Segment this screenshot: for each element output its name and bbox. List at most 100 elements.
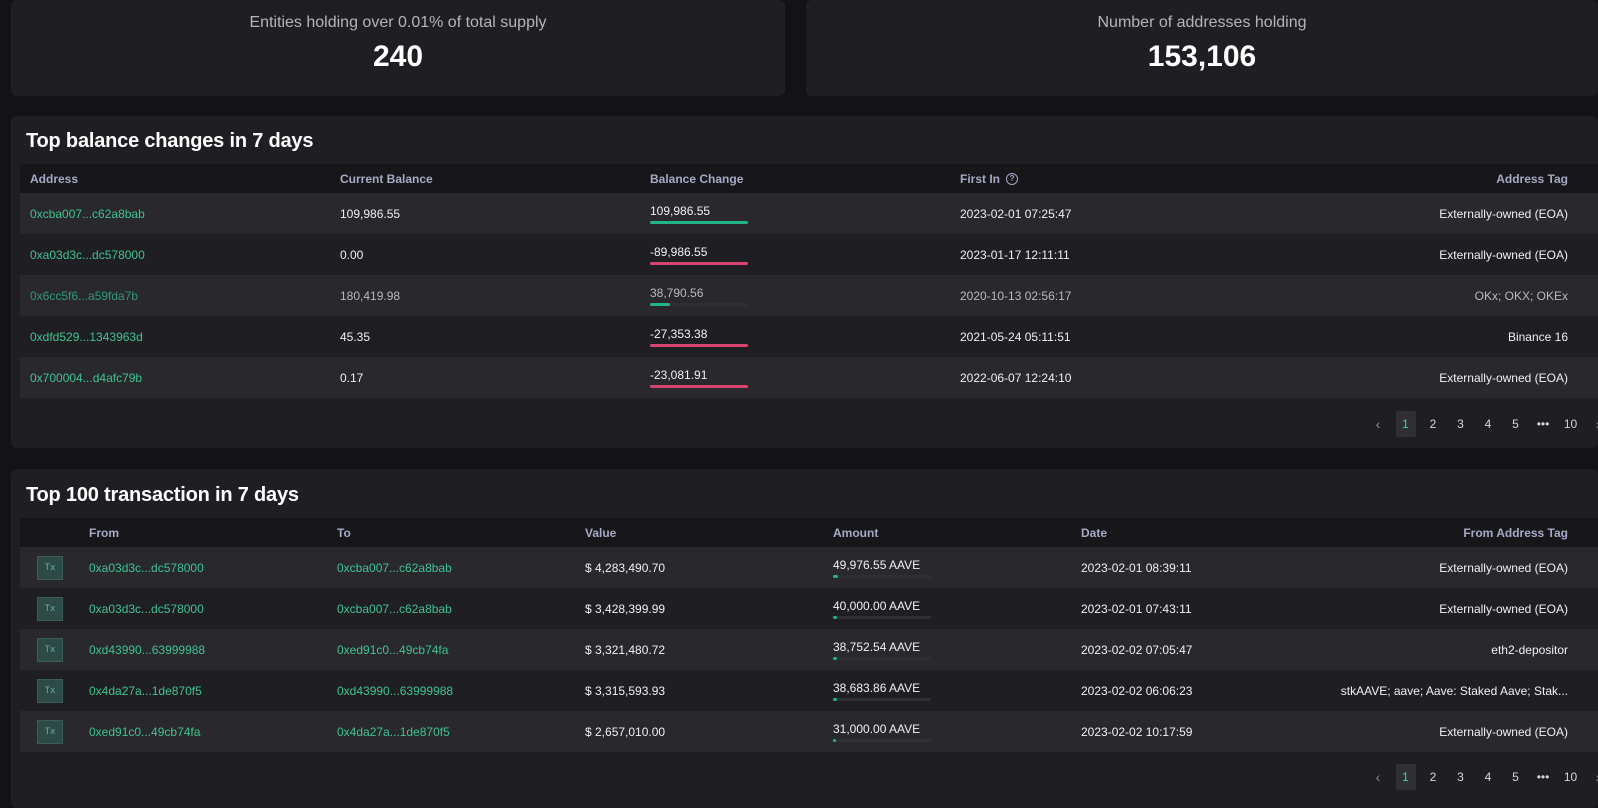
- balance-change: 109,986.55: [650, 204, 748, 224]
- tx-amount-value: 38,683.86 AAVE: [833, 680, 921, 695]
- tx-icon[interactable]: Tx: [37, 555, 63, 580]
- page-button-3[interactable]: 3: [1457, 770, 1464, 784]
- tx-amount-value: 49,976.55 AAVE: [833, 557, 921, 572]
- from-address-link[interactable]: 0xa03d3c...dc578000: [89, 560, 204, 575]
- balance-change-bar-fill: [650, 343, 748, 347]
- address-link[interactable]: 0xdfd529...1343963d: [30, 329, 143, 344]
- page-button-1[interactable]: 1: [1395, 411, 1416, 437]
- transactions-title: Top 100 transaction in 7 days: [26, 484, 299, 506]
- chevron-right-icon[interactable]: ›: [1588, 411, 1598, 437]
- table-row: Tx 0xd43990...63999988 0xed91c0...49cb74fa…: [20, 629, 1598, 670]
- balance-change-bar: [650, 261, 748, 265]
- balance-change-bar-fill: [650, 302, 670, 306]
- tx-amount: 49,976.55 AAVE: [833, 558, 931, 578]
- page-button-4[interactable]: 4: [1484, 770, 1492, 784]
- page-button-5[interactable]: 5: [1512, 417, 1519, 431]
- tx-icon[interactable]: Tx: [37, 596, 63, 621]
- tx-date: 2023-02-01 07:43:11: [1081, 601, 1192, 616]
- page-button-last[interactable]: 10: [1563, 770, 1578, 784]
- chevron-left-icon[interactable]: ‹: [1375, 769, 1381, 785]
- balance-change-bar: [650, 302, 748, 306]
- table-row: 0xdfd529...1343963d 45.35 -27,353.38 2021-0…: [20, 316, 1598, 357]
- from-address-tag: Externally-owned (EOA): [1439, 560, 1568, 575]
- tx-icon[interactable]: Tx: [37, 637, 63, 662]
- tx-date: 2023-02-01 08:39:11: [1081, 560, 1192, 575]
- from-address-link[interactable]: 0xed91c0...49cb74fa: [89, 724, 201, 739]
- chevron-left-icon[interactable]: ‹: [1375, 416, 1381, 432]
- balance-change-cell: -89,986.55: [640, 234, 950, 275]
- col-first-in-label: First In: [960, 171, 1001, 186]
- col-first-in: First In?: [950, 164, 1260, 193]
- tx-amount-cell: 38,683.86 AAVE: [823, 670, 1071, 711]
- pagination-ellipsis[interactable]: •••: [1536, 770, 1550, 784]
- from-address-tag: Externally-owned (EOA): [1439, 601, 1568, 616]
- balance-change: -89,986.55: [650, 245, 748, 265]
- info-icon[interactable]: ?: [1006, 173, 1019, 186]
- address-link[interactable]: 0x6cc5f6...a59fda7b: [30, 288, 139, 303]
- page-button-2[interactable]: 2: [1429, 770, 1437, 784]
- from-address-link[interactable]: 0x4da27a...1de870f5: [89, 683, 202, 698]
- from-address-link[interactable]: 0xa03d3c...dc578000: [89, 601, 204, 616]
- current-balance: 109,986.55: [340, 206, 401, 221]
- col-current-balance: Current Balance: [340, 171, 433, 186]
- entities-stat-value: 240: [372, 40, 424, 73]
- tx-amount-bar: [833, 656, 931, 660]
- table-row: Tx 0x4da27a...1de870f5 0xd43990...63999988…: [20, 670, 1598, 711]
- balance-change-value: -27,353.38: [650, 326, 708, 341]
- tx-value: $ 4,283,490.70: [585, 560, 666, 575]
- page-button-last[interactable]: 10: [1563, 417, 1578, 431]
- to-address-link[interactable]: 0x4da27a...1de870f5: [337, 724, 450, 739]
- address-link[interactable]: 0xa03d3c...dc578000: [30, 247, 145, 262]
- to-address-link[interactable]: 0xed91c0...49cb74fa: [337, 642, 449, 657]
- to-address-link[interactable]: 0xcba007...c62a8bab: [337, 601, 452, 616]
- chevron-right-icon[interactable]: ›: [1588, 764, 1598, 790]
- tx-amount-cell: 49,976.55 AAVE: [823, 547, 1071, 588]
- to-address-link[interactable]: 0xcba007...c62a8bab: [337, 560, 452, 575]
- balance-change-cell: -23,081.91: [640, 357, 950, 398]
- from-address-tag: eth2-depositor: [1491, 642, 1568, 657]
- tx-cell: Tx: [20, 670, 79, 711]
- table-row: 0xa03d3c...dc578000 0.00 -89,986.55 2023-01…: [20, 234, 1598, 275]
- transactions-table: From To Value Amount Date From Address T…: [20, 518, 1598, 752]
- tx-amount: 38,752.54 AAVE: [833, 640, 931, 660]
- tx-cell: Tx: [20, 547, 79, 588]
- address-tag: Externally-owned (EOA): [1439, 370, 1568, 385]
- to-address-link[interactable]: 0xd43990...63999988: [337, 683, 454, 698]
- balance-change-value: 109,986.55: [650, 203, 711, 218]
- first-in-date: 2023-01-17 12:11:11: [960, 247, 1070, 262]
- tx-amount-bar-fill: [833, 615, 837, 619]
- balance-change-value: 38,790.56: [650, 285, 704, 300]
- pagination-ellipsis[interactable]: •••: [1536, 417, 1550, 431]
- addresses-stat-value: 153,106: [1147, 40, 1257, 73]
- tx-cell: Tx: [20, 588, 79, 629]
- balance-change-value: -23,081.91: [650, 367, 708, 382]
- page-button-4[interactable]: 4: [1484, 417, 1492, 431]
- col-value: Value: [585, 525, 617, 540]
- page-button-1[interactable]: 1: [1395, 764, 1416, 790]
- address-link[interactable]: 0x700004...d4afc79b: [30, 370, 143, 385]
- col-to: To: [337, 525, 351, 540]
- page-button-3[interactable]: 3: [1457, 417, 1464, 431]
- address-link[interactable]: 0xcba007...c62a8bab: [30, 206, 145, 221]
- tx-icon[interactable]: Tx: [37, 719, 63, 744]
- tx-amount-bar: [833, 697, 931, 701]
- address-tag: OKx; OKX; OKEx: [1474, 288, 1568, 303]
- tx-amount-cell: 38,752.54 AAVE: [823, 629, 1071, 670]
- tx-amount-bar-fill: [833, 738, 836, 742]
- table-row: Tx 0xa03d3c...dc578000 0xcba007...c62a8bab…: [20, 588, 1598, 629]
- balance-table-header: Address Current Balance Balance Change F…: [20, 164, 1598, 193]
- balance-change-bar: [650, 384, 748, 388]
- tx-amount-value: 31,000.00 AAVE: [833, 721, 921, 736]
- page-button-2[interactable]: 2: [1429, 417, 1437, 431]
- first-in-date: 2020-10-13 02:56:17: [960, 288, 1072, 303]
- addresses-stat-label: Number of addresses holding: [1097, 14, 1307, 31]
- from-address-link[interactable]: 0xd43990...63999988: [89, 642, 206, 657]
- table-row: 0xcba007...c62a8bab 109,986.55 109,986.55 2…: [20, 193, 1598, 234]
- first-in-date: 2021-05-24 05:11:51: [960, 329, 1071, 344]
- col-from: From: [89, 525, 119, 540]
- tx-amount-cell: 40,000.00 AAVE: [823, 588, 1071, 629]
- page-button-5[interactable]: 5: [1512, 770, 1519, 784]
- tx-cell: Tx: [20, 629, 79, 670]
- tx-icon[interactable]: Tx: [37, 678, 63, 703]
- tx-pagination: ‹ 12 3 4 5 ••• 10 ›: [1361, 764, 1598, 790]
